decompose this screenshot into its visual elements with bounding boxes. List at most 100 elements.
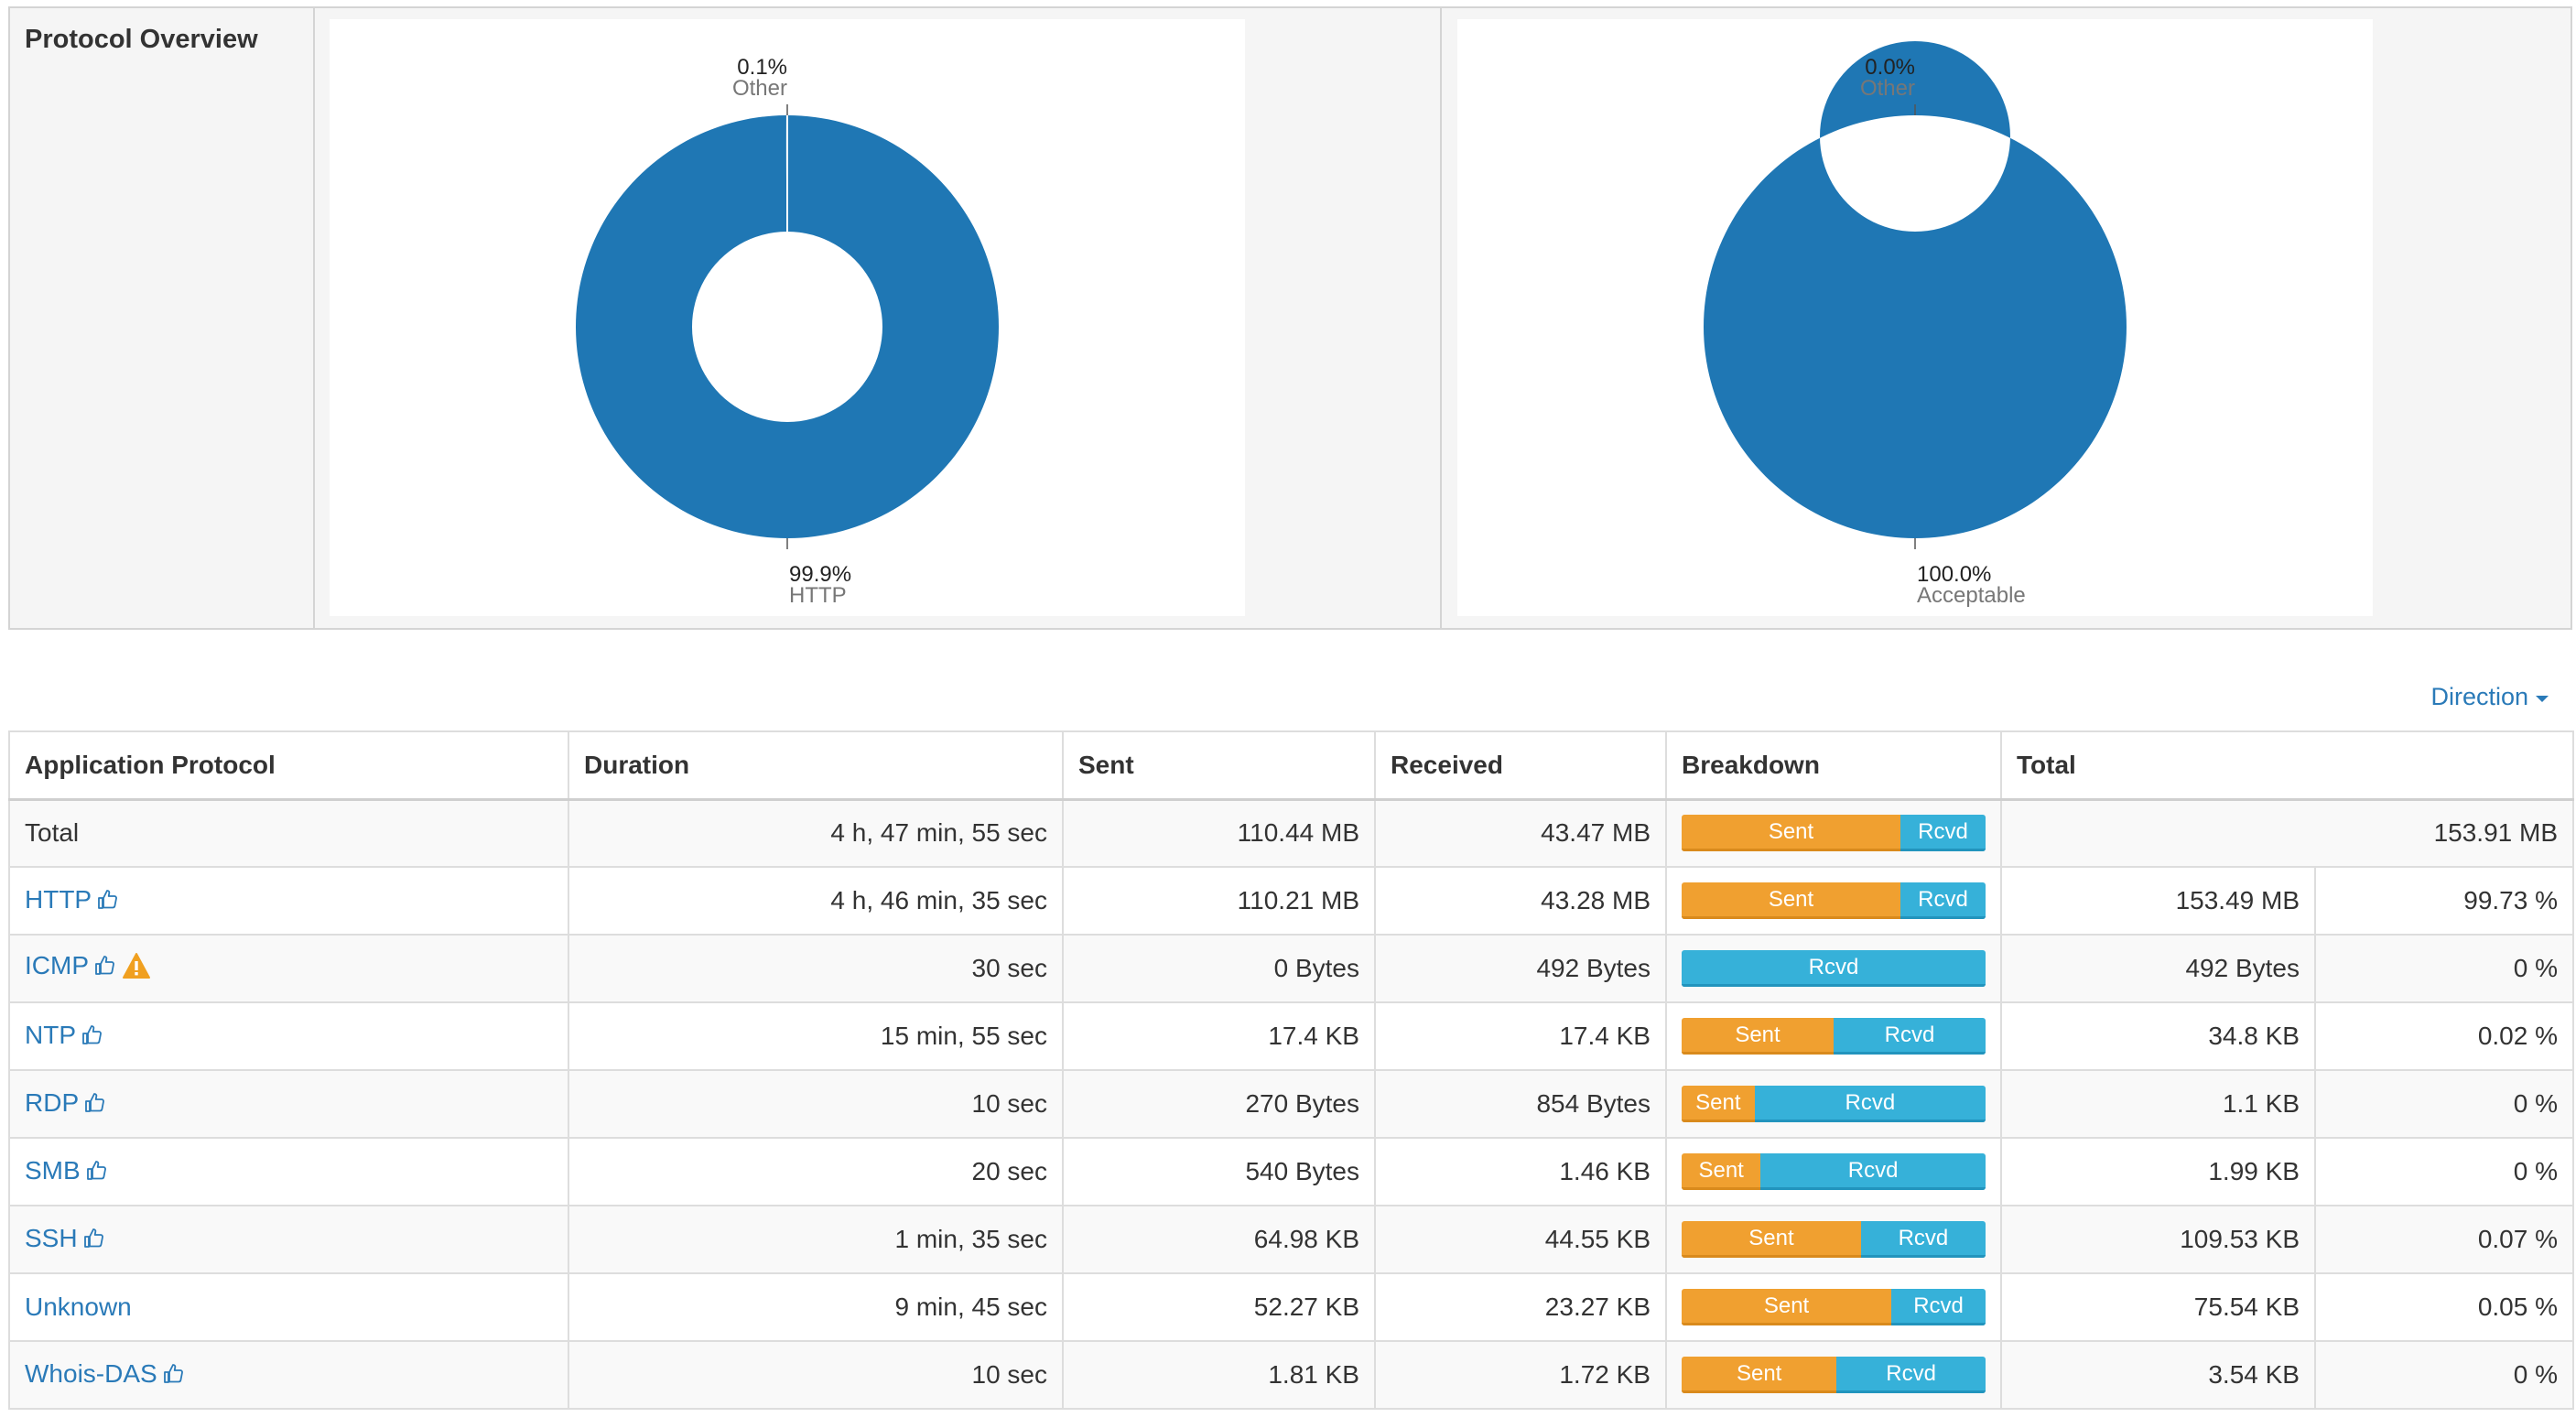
- donut-svg: 0.0%Other 100.0%Acceptable: [1703, 41, 2127, 608]
- duration-cell: 4 h, 47 min, 55 sec: [568, 798, 1064, 868]
- total-cell: 153.49 MB: [2000, 866, 2316, 936]
- sent-cell: 270 Bytes: [1062, 1069, 1376, 1139]
- breakdown-bar[interactable]: Sent Rcvd: [1682, 1221, 1986, 1258]
- rcvd-segment: Rcvd: [1682, 950, 1986, 987]
- rcvd-segment: Rcvd: [1900, 882, 1986, 919]
- sent-cell: 17.4 KB: [1062, 1001, 1376, 1071]
- percent-cell: 0 %: [2314, 1137, 2574, 1206]
- breakdown-cell: Sent Rcvd: [1665, 1069, 2002, 1139]
- total-cell: 3.54 KB: [2000, 1340, 2316, 1410]
- total-cell: 1.99 KB: [2000, 1137, 2316, 1206]
- sent-segment: Sent: [1682, 1357, 1837, 1393]
- percent-cell: 0 %: [2314, 934, 2574, 1003]
- duration-cell: 10 sec: [568, 1340, 1064, 1410]
- breakdown-bar[interactable]: Sent Rcvd: [1682, 882, 1986, 919]
- thumbs-up-icon: [97, 888, 119, 917]
- breakdown-bar[interactable]: Sent Rcvd: [1682, 1153, 1986, 1190]
- slice-percent-label: 0.0%: [1865, 55, 1915, 80]
- donut-svg: 0.1%Other 99.9%HTTP: [575, 55, 999, 608]
- thumbs-up-icon: [84, 1091, 106, 1120]
- protocol-link[interactable]: HTTP: [25, 884, 92, 914]
- table-row: SMB 20 sec 540 Bytes 1.46 KB Sent Rcvd 1.99 KB…: [8, 1137, 2574, 1206]
- protocol-link[interactable]: SMB: [25, 1155, 81, 1185]
- direction-label: Direction: [2430, 683, 2528, 710]
- column-header[interactable]: Application Protocol: [8, 730, 569, 801]
- protocol-cell: RDP: [8, 1069, 569, 1139]
- breakdown-cell: Sent Rcvd: [1665, 1137, 2002, 1206]
- protocol-link[interactable]: Whois-DAS: [25, 1358, 157, 1388]
- column-header[interactable]: Total: [2000, 730, 2574, 801]
- percent-cell: 0.07 %: [2314, 1205, 2574, 1274]
- breakdown-bar[interactable]: Sent Rcvd: [1682, 1357, 1986, 1393]
- protocol-name: Total: [8, 798, 569, 868]
- breakdown-bar[interactable]: Sent Rcvd: [1682, 1086, 1986, 1122]
- protocol-link[interactable]: Unknown: [25, 1293, 132, 1321]
- thumbs-up-icon: [86, 1159, 108, 1188]
- protocol-cell: Unknown: [8, 1272, 569, 1342]
- column-header[interactable]: Breakdown: [1665, 730, 2002, 801]
- received-cell: 17.4 KB: [1374, 1001, 1667, 1071]
- thumbs-up-icon: [94, 954, 116, 983]
- thumbs-up-icon: [83, 1227, 105, 1256]
- column-header[interactable]: Received: [1374, 730, 1667, 801]
- donut-slice-acceptable[interactable]: [1703, 41, 2127, 539]
- protocol-cell: SSH: [8, 1205, 569, 1274]
- rcvd-segment: Rcvd: [1900, 815, 1986, 852]
- caret-down-icon: [2536, 696, 2549, 702]
- sent-segment: Sent: [1682, 1018, 1834, 1055]
- breakdown-cell: Sent Rcvd: [1665, 866, 2002, 936]
- column-header[interactable]: Duration: [568, 730, 1064, 801]
- sent-cell: 1.81 KB: [1062, 1340, 1376, 1410]
- protocol-donut-chart: 0.1% Other 99.9% HTTP: [330, 19, 1245, 616]
- protocol-link[interactable]: NTP: [25, 1020, 76, 1049]
- breakdown-bar[interactable]: Sent Rcvd: [1682, 1289, 1986, 1325]
- slice-percent-label: 100.0%: [1917, 562, 1991, 587]
- percent-cell: 99.73 %: [2314, 866, 2574, 936]
- application-protocol-table: Application Protocol Duration Sent Recei…: [8, 730, 2574, 1410]
- received-cell: 492 Bytes: [1374, 934, 1667, 1003]
- protocol-link[interactable]: SSH: [25, 1223, 78, 1252]
- slice-percent-label: 0.1%: [737, 55, 787, 80]
- column-header[interactable]: Sent: [1062, 730, 1376, 801]
- thumbs-up-icon: [81, 1023, 103, 1053]
- protocol-link[interactable]: RDP: [25, 1087, 80, 1117]
- sent-cell: 64.98 KB: [1062, 1205, 1376, 1274]
- percent-cell: 0.02 %: [2314, 1001, 2574, 1071]
- protocol-link[interactable]: ICMP: [25, 951, 89, 979]
- duration-cell: 10 sec: [568, 1069, 1064, 1139]
- breakdown-cell: Sent Rcvd: [1665, 798, 2002, 868]
- slice-name-label: Other: [732, 76, 787, 101]
- slice-name-label: Other: [1860, 76, 1915, 101]
- rcvd-segment: Rcvd: [1834, 1018, 1986, 1055]
- duration-cell: 20 sec: [568, 1137, 1064, 1206]
- sent-segment: Sent: [1682, 1289, 1892, 1325]
- table-header-row: Application Protocol Duration Sent Recei…: [8, 730, 2574, 801]
- table-row: HTTP 4 h, 46 min, 35 sec 110.21 MB 43.28 MB…: [8, 866, 2574, 936]
- breakdown-cell: Sent Rcvd: [1665, 1272, 2002, 1342]
- duration-cell: 9 min, 45 sec: [568, 1272, 1064, 1342]
- acceptability-donut-chart: 0.0% Other 100.0% Acceptable: [1457, 19, 2373, 616]
- breakdown-bar[interactable]: Sent Rcvd: [1682, 1018, 1986, 1055]
- sent-cell: 52.27 KB: [1062, 1272, 1376, 1342]
- direction-dropdown[interactable]: Direction: [2430, 683, 2549, 711]
- received-cell: 1.46 KB: [1374, 1137, 1667, 1206]
- sent-cell: 0 Bytes: [1062, 934, 1376, 1003]
- breakdown-bar[interactable]: Rcvd: [1682, 950, 1986, 987]
- donut-slice-http[interactable]: [575, 115, 999, 538]
- received-cell: 43.28 MB: [1374, 866, 1667, 936]
- received-cell: 854 Bytes: [1374, 1069, 1667, 1139]
- rcvd-segment: Rcvd: [1836, 1357, 1986, 1393]
- divider: [1440, 8, 1442, 628]
- received-cell: 44.55 KB: [1374, 1205, 1667, 1274]
- slice-percent-label: 99.9%: [789, 562, 851, 587]
- protocol-cell: HTTP: [8, 866, 569, 936]
- breakdown-bar[interactable]: Sent Rcvd: [1682, 815, 1986, 852]
- duration-cell: 1 min, 35 sec: [568, 1205, 1064, 1274]
- percent-cell: 0.05 %: [2314, 1272, 2574, 1342]
- protocol-cell: SMB: [8, 1137, 569, 1206]
- table-body: Total 4 h, 47 min, 55 sec 110.44 MB 43.47 M…: [8, 798, 2574, 1410]
- received-cell: 1.72 KB: [1374, 1340, 1667, 1410]
- sent-segment: Sent: [1682, 1221, 1861, 1258]
- sent-cell: 110.21 MB: [1062, 866, 1376, 936]
- received-cell: 43.47 MB: [1374, 798, 1667, 868]
